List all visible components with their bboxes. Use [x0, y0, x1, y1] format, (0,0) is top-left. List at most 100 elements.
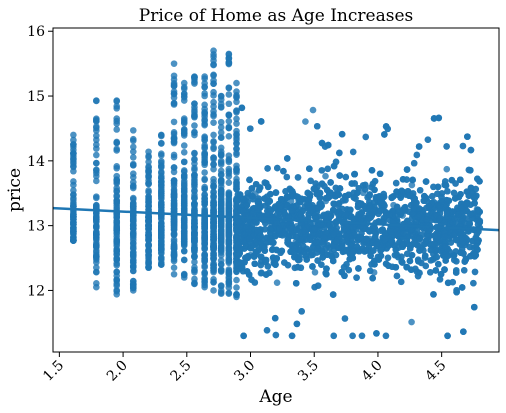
data-point: [70, 156, 77, 164]
data-point: [233, 140, 240, 148]
data-point: [453, 258, 460, 265]
data-point: [430, 183, 437, 191]
chart-title: Price of Home as Age Increases: [139, 6, 413, 26]
data-point: [335, 200, 343, 207]
data-point: [298, 308, 305, 315]
data-point: [145, 264, 152, 272]
data-point: [310, 185, 318, 193]
data-point: [384, 254, 392, 262]
data-point: [272, 331, 280, 339]
data-point: [369, 274, 376, 282]
data-point: [170, 76, 178, 83]
data-point: [237, 259, 245, 267]
data-point: [93, 283, 100, 291]
data-point: [257, 253, 265, 261]
data-point: [427, 246, 435, 254]
data-point: [432, 247, 440, 254]
data-point: [201, 256, 208, 264]
data-point: [129, 287, 137, 294]
data-point: [292, 279, 300, 287]
data-point: [476, 218, 484, 226]
data-point: [170, 251, 178, 259]
data-point: [210, 232, 217, 240]
data-point: [273, 255, 281, 262]
data-point: [459, 142, 467, 150]
data-point: [210, 192, 217, 200]
data-point: [113, 262, 121, 269]
data-point: [93, 136, 100, 144]
data-point: [470, 279, 477, 287]
data-point: [413, 151, 421, 159]
data-point: [444, 332, 451, 340]
data-point: [284, 237, 292, 244]
data-point: [225, 190, 233, 197]
data-point: [287, 186, 295, 194]
data-point: [217, 257, 225, 264]
data-point: [335, 215, 343, 223]
data-point: [306, 165, 313, 172]
data-point: [421, 192, 428, 200]
data-point: [113, 147, 121, 154]
data-point: [422, 178, 430, 185]
data-point: [311, 226, 318, 233]
data-point: [463, 188, 471, 195]
data-point: [225, 165, 233, 173]
data-point: [401, 207, 409, 214]
data-point: [93, 116, 100, 124]
data-point: [145, 206, 152, 214]
data-point: [234, 196, 242, 204]
data-point: [145, 193, 152, 201]
data-point: [371, 234, 379, 242]
data-point: [291, 253, 298, 261]
data-point: [225, 239, 233, 247]
data-point: [210, 199, 217, 207]
data-point: [392, 179, 400, 187]
data-point: [278, 247, 286, 255]
data-point: [191, 280, 198, 288]
data-point: [435, 260, 442, 268]
data-point: [93, 166, 100, 174]
data-point: [342, 173, 350, 181]
data-point: [145, 252, 152, 259]
data-point: [313, 122, 321, 130]
data-point: [438, 198, 445, 205]
data-point: [432, 267, 440, 274]
data-point: [243, 202, 251, 209]
data-point: [371, 186, 378, 194]
data-point: [113, 193, 121, 200]
data-point: [113, 115, 121, 122]
data-point: [225, 270, 233, 278]
data-point: [277, 195, 285, 203]
data-point: [191, 231, 198, 239]
data-point: [210, 139, 217, 146]
data-point: [386, 211, 393, 219]
data-point: [254, 199, 262, 206]
data-point: [217, 129, 225, 136]
data-point: [170, 118, 178, 126]
data-point: [345, 266, 353, 274]
data-point: [129, 170, 137, 177]
data-point: [191, 149, 198, 157]
data-point: [225, 156, 233, 163]
data-point: [333, 190, 340, 198]
data-point: [145, 168, 152, 175]
data-point: [338, 243, 346, 250]
data-point: [225, 111, 233, 118]
data-point: [158, 140, 165, 147]
data-point: [293, 193, 301, 200]
data-point: [233, 284, 240, 291]
data-point: [225, 100, 233, 108]
data-point: [210, 111, 217, 118]
data-point: [454, 211, 462, 218]
data-point: [410, 159, 418, 167]
data-point: [70, 181, 77, 189]
data-point: [392, 263, 400, 271]
data-point: [180, 223, 188, 230]
data-point: [210, 57, 217, 64]
data-point: [210, 47, 217, 54]
data-point: [225, 244, 233, 252]
data-point: [225, 132, 233, 140]
data-point: [70, 150, 77, 157]
data-point: [263, 326, 271, 334]
